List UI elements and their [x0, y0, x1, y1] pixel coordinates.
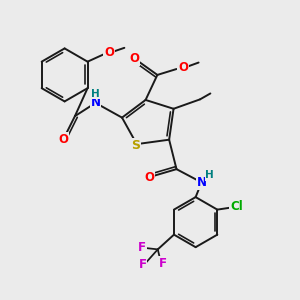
Text: O: O [58, 133, 68, 146]
Text: O: O [129, 52, 140, 65]
Text: Cl: Cl [230, 200, 243, 213]
Text: H: H [206, 170, 214, 180]
Text: F: F [139, 259, 146, 272]
Text: S: S [131, 139, 140, 152]
Text: O: O [104, 46, 114, 59]
Text: O: O [178, 61, 188, 74]
Text: N: N [196, 176, 206, 189]
Text: O: O [144, 171, 154, 184]
Text: H: H [91, 89, 100, 99]
Text: F: F [138, 242, 146, 254]
Text: F: F [159, 257, 167, 270]
Text: N: N [91, 96, 100, 110]
